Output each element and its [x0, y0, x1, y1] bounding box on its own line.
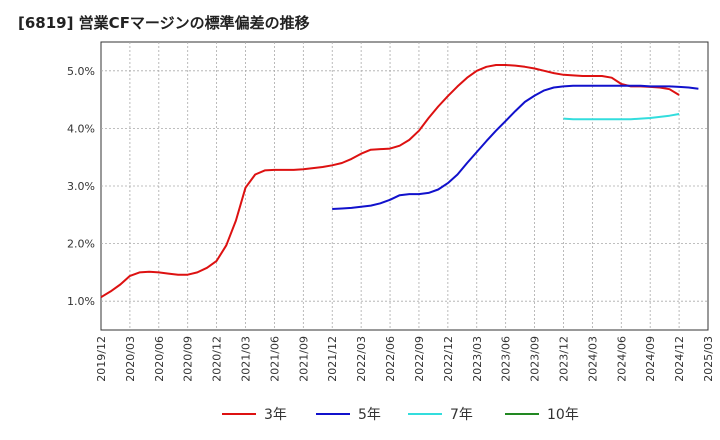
x-tick-label: 2021/03 [240, 336, 253, 382]
x-tick-label: 2023/09 [529, 336, 542, 382]
y-tick-label: 3.0% [67, 180, 95, 193]
x-tick-label: 2022/12 [442, 336, 455, 382]
x-tick-label: 2019/12 [95, 336, 108, 382]
chart-title: [6819] 営業CFマージンの標準偏差の推移 [18, 14, 310, 32]
series-line-3年 [100, 64, 680, 299]
y-tick-label: 5.0% [67, 65, 95, 78]
x-tick-label: 2024/09 [644, 336, 657, 382]
x-tick-label: 2021/06 [268, 336, 281, 382]
x-tick-label: 2024/03 [586, 336, 599, 382]
legend-label: 7年 [450, 407, 473, 423]
x-tick-label: 2020/06 [153, 336, 166, 382]
x-tick-label: 2020/03 [124, 336, 137, 382]
legend-label: 10年 [547, 407, 579, 423]
legend-label: 3年 [264, 407, 287, 423]
x-tick-label: 2020/09 [182, 336, 195, 382]
x-tick-label: 2025/03 [702, 336, 715, 382]
x-tick-label: 2022/03 [355, 336, 368, 382]
x-tick-label: 2021/12 [326, 336, 339, 382]
x-tick-label: 2023/06 [500, 336, 513, 382]
x-tick-label: 2020/12 [211, 336, 224, 382]
y-tick-label: 2.0% [67, 238, 95, 251]
x-tick-label: 2023/03 [471, 336, 484, 382]
x-tick-label: 2023/12 [557, 336, 570, 382]
series-line-5年 [332, 84, 699, 210]
x-tick-label: 2022/06 [384, 336, 397, 382]
x-tick-label: 2024/06 [615, 336, 628, 382]
series-line-7年 [563, 113, 680, 121]
x-tick-label: 2021/09 [297, 336, 310, 382]
y-tick-label: 4.0% [67, 122, 95, 135]
x-tick-label: 2024/12 [673, 336, 686, 382]
legend-label: 5年 [358, 407, 381, 423]
y-tick-label: 1.0% [67, 295, 95, 308]
x-tick-label: 2022/09 [413, 336, 426, 382]
